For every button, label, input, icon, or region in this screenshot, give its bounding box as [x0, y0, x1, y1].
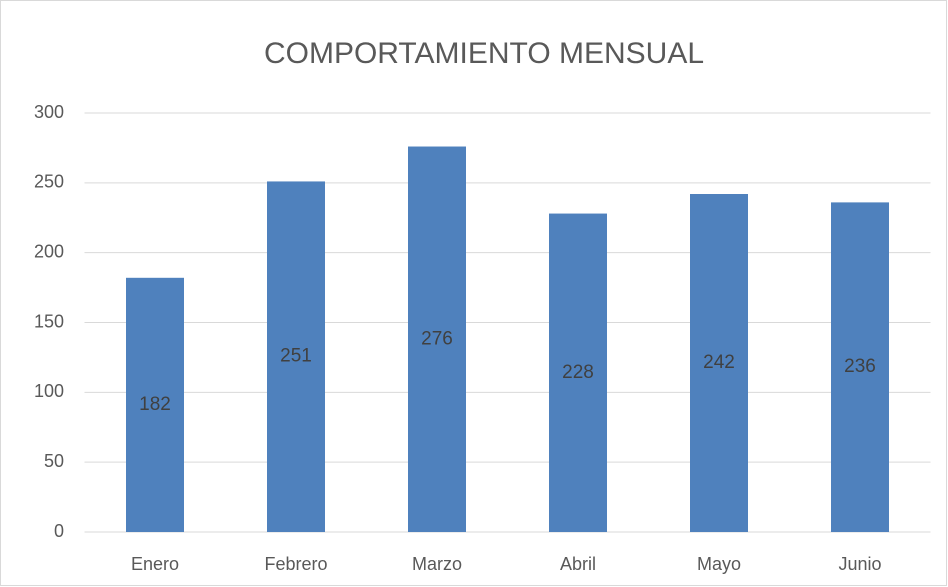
- y-tick-label: 100: [34, 381, 64, 401]
- y-tick-label: 150: [34, 311, 64, 331]
- bar: [267, 181, 325, 533]
- x-tick-label: Enero: [131, 554, 179, 574]
- data-label: 236: [844, 356, 876, 377]
- data-label: 182: [139, 394, 171, 415]
- y-tick-label: 200: [34, 241, 64, 261]
- bar: [408, 146, 466, 532]
- data-label: 251: [280, 346, 312, 367]
- y-tick-label: 250: [34, 172, 64, 192]
- bar: [549, 213, 607, 532]
- data-label: 276: [421, 328, 453, 349]
- x-tick-label: Junio: [838, 554, 881, 574]
- data-label: 228: [562, 362, 594, 383]
- x-tick-label: Febrero: [264, 554, 327, 574]
- chart-title: COMPORTAMIENTO MENSUAL: [264, 37, 704, 70]
- y-tick-label: 50: [44, 451, 64, 471]
- x-tick-label: Marzo: [412, 554, 462, 574]
- x-tick-label: Mayo: [697, 554, 741, 574]
- bar: [831, 202, 889, 533]
- y-tick-label: 300: [34, 102, 64, 122]
- bar: [690, 194, 748, 533]
- data-label: 242: [703, 352, 735, 373]
- y-tick-label: 0: [54, 521, 64, 541]
- bar: [126, 277, 184, 532]
- x-tick-label: Abril: [560, 554, 596, 574]
